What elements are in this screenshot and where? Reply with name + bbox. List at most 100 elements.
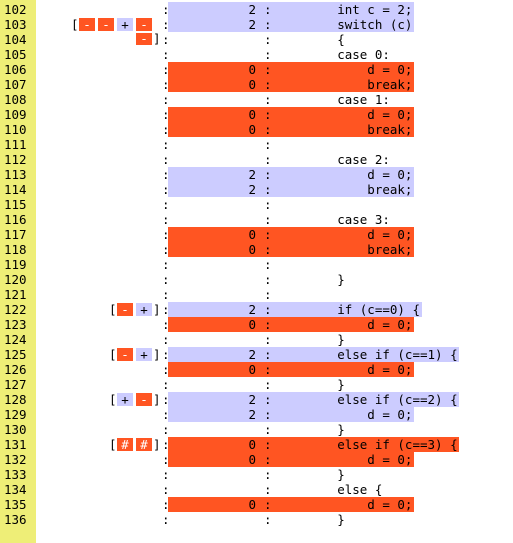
column-separator: : [162, 512, 170, 527]
listing-row: 106:0: d = 0; [0, 62, 513, 77]
branch-marker[interactable]: - [136, 393, 152, 406]
column-separator: : [162, 392, 170, 407]
branch-marker[interactable]: - [98, 18, 114, 31]
column-separator: : [264, 272, 272, 287]
line-number: 107 [4, 77, 27, 92]
branch-marker[interactable]: + [117, 393, 133, 406]
listing-row: 135:0: d = 0; [0, 497, 513, 512]
branch-marker[interactable]: - [136, 32, 152, 45]
execution-count: 0 [248, 452, 256, 467]
source-code: } [277, 467, 345, 482]
execution-count: 2 [248, 182, 256, 197]
column-separator: : [264, 92, 272, 107]
listing-row: 108:: case 1: [0, 92, 513, 107]
execution-count: 0 [248, 497, 256, 512]
listing-row: 128[+ -]:2: else if (c==2) { [0, 392, 513, 407]
line-number: 128 [4, 392, 27, 407]
covered-highlight [168, 17, 414, 32]
execution-count: 2 [248, 407, 256, 422]
column-separator: : [162, 467, 170, 482]
listing-row: 133:: } [0, 467, 513, 482]
line-number: 132 [4, 452, 27, 467]
column-separator: : [162, 62, 170, 77]
column-separator: : [162, 17, 170, 32]
column-separator: : [162, 377, 170, 392]
branch-indicator: [- +] [109, 303, 161, 316]
listing-row: 112:: case 2: [0, 152, 513, 167]
column-separator: : [162, 422, 170, 437]
line-number: 104 [4, 32, 27, 47]
source-code: d = 0; [277, 317, 413, 332]
column-separator: : [264, 497, 272, 512]
source-code: d = 0; [277, 407, 413, 422]
line-number: 133 [4, 467, 27, 482]
branch-marker[interactable]: - [117, 348, 133, 361]
column-separator: : [264, 377, 272, 392]
uncovered-highlight [168, 452, 414, 467]
line-number: 103 [4, 17, 27, 32]
branch-close-bracket: ] [153, 347, 161, 362]
execution-count: 0 [248, 362, 256, 377]
branch-marker[interactable]: # [136, 438, 152, 451]
listing-row: 109:0: d = 0; [0, 107, 513, 122]
execution-count: 2 [248, 17, 256, 32]
branch-marker[interactable]: - [79, 18, 95, 31]
column-separator: : [162, 287, 170, 302]
covered-highlight [168, 407, 414, 422]
source-code: case 3: [277, 212, 390, 227]
column-separator: : [264, 227, 272, 242]
uncovered-highlight [168, 437, 459, 452]
line-number: 130 [4, 422, 27, 437]
line-number: 114 [4, 182, 27, 197]
listing-row: 132:0: d = 0; [0, 452, 513, 467]
column-separator: : [162, 257, 170, 272]
execution-count: 2 [248, 2, 256, 17]
line-number: 135 [4, 497, 27, 512]
branch-marker[interactable]: - [136, 18, 152, 31]
listing-row: 114:2: break; [0, 182, 513, 197]
listing-row: 125[- +]:2: else if (c==1) { [0, 347, 513, 362]
execution-count: 0 [248, 437, 256, 452]
column-separator: : [162, 92, 170, 107]
column-separator: : [264, 32, 272, 47]
branch-marker[interactable]: + [136, 348, 152, 361]
line-number: 120 [4, 272, 27, 287]
source-code: if (c==0) { [277, 302, 420, 317]
column-separator: : [264, 62, 272, 77]
branch-marker[interactable]: # [117, 438, 133, 451]
source-code: case 1: [277, 92, 390, 107]
column-separator: : [264, 452, 272, 467]
listing-row: 127:: } [0, 377, 513, 392]
branch-marker[interactable]: + [117, 18, 133, 31]
execution-count: 0 [248, 242, 256, 257]
line-number: 108 [4, 92, 27, 107]
column-separator: : [264, 302, 272, 317]
covered-highlight [168, 347, 459, 362]
column-separator: : [264, 122, 272, 137]
column-separator: : [264, 347, 272, 362]
column-separator: : [264, 512, 272, 527]
column-separator: : [264, 317, 272, 332]
source-code: else if (c==2) { [277, 392, 458, 407]
branch-indicator: [# #] [109, 438, 161, 451]
column-separator: : [264, 407, 272, 422]
column-separator: : [264, 152, 272, 167]
line-number: 112 [4, 152, 27, 167]
source-code: break; [277, 242, 413, 257]
branch-open-bracket: [ [109, 392, 117, 407]
column-separator: : [162, 2, 170, 17]
column-separator: : [162, 362, 170, 377]
branch-indicator: [- +] [109, 347, 161, 362]
listing-row: 104:: { [0, 32, 513, 47]
uncovered-highlight [168, 77, 414, 92]
listing-row: 134:: else { [0, 482, 513, 497]
branch-marker[interactable]: - [117, 303, 133, 316]
column-separator: : [264, 437, 272, 452]
execution-count: 0 [248, 317, 256, 332]
line-number: 109 [4, 107, 27, 122]
listing-row: 119:: [0, 257, 513, 272]
listing-row: 124:: } [0, 332, 513, 347]
column-separator: : [264, 257, 272, 272]
branch-marker[interactable]: + [136, 303, 152, 316]
line-number-gutter [0, 0, 36, 543]
